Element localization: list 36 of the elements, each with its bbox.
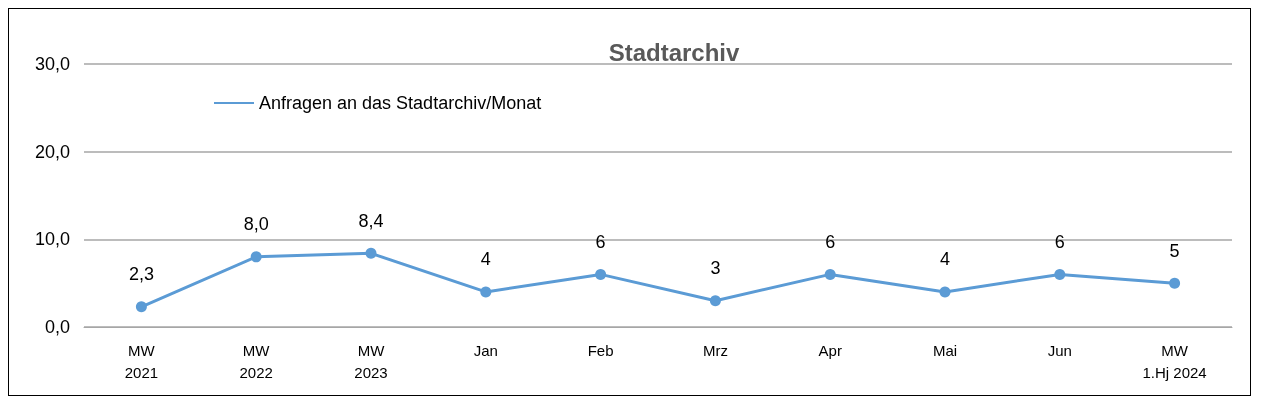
x-tick-label: MW 2022 bbox=[239, 341, 273, 381]
x-tick-label: Jun bbox=[1047, 341, 1072, 359]
data-label: 4 bbox=[939, 249, 951, 270]
y-tick-label: 0,0 bbox=[44, 317, 70, 337]
point bbox=[709, 295, 721, 307]
x-tick-label: MW 1.Hj 2024 bbox=[1142, 341, 1207, 381]
data-label: 6 bbox=[595, 231, 606, 252]
point bbox=[939, 286, 951, 298]
x-tick-label: Feb bbox=[587, 341, 614, 359]
chart-title: Stadtarchiv bbox=[608, 38, 740, 66]
point bbox=[365, 247, 377, 259]
data-label: 6 bbox=[1054, 231, 1065, 252]
data-label: 2,3 bbox=[128, 264, 154, 285]
point bbox=[1054, 268, 1066, 280]
legend-label: Anfragen an das Stadtarchiv/Monat bbox=[259, 93, 542, 113]
point bbox=[135, 301, 147, 313]
point bbox=[480, 286, 492, 298]
data-label: 5 bbox=[1169, 240, 1180, 261]
data-label: 4 bbox=[480, 249, 491, 270]
x-tick-label: MW 2023 bbox=[354, 341, 388, 381]
point bbox=[1169, 277, 1181, 289]
point bbox=[250, 251, 262, 263]
x-tick-label: MW 2021 bbox=[124, 341, 159, 381]
y-tick-label: 30,0 bbox=[34, 54, 70, 74]
data-label: 8,4 bbox=[358, 210, 384, 231]
data-label: 6 bbox=[825, 231, 836, 252]
y-tick-label: 20,0 bbox=[34, 141, 70, 162]
data-label: 3 bbox=[710, 258, 721, 279]
x-tick-label: Jan bbox=[473, 341, 498, 359]
x-tick-label: Mrz bbox=[702, 341, 728, 359]
y-tick-label: 10,0 bbox=[34, 229, 70, 250]
point bbox=[824, 268, 836, 280]
x-tick-label: Apr bbox=[818, 341, 842, 359]
point bbox=[595, 268, 607, 280]
data-label: 8,0 bbox=[243, 214, 269, 235]
x-tick-label: Mai bbox=[932, 341, 958, 359]
